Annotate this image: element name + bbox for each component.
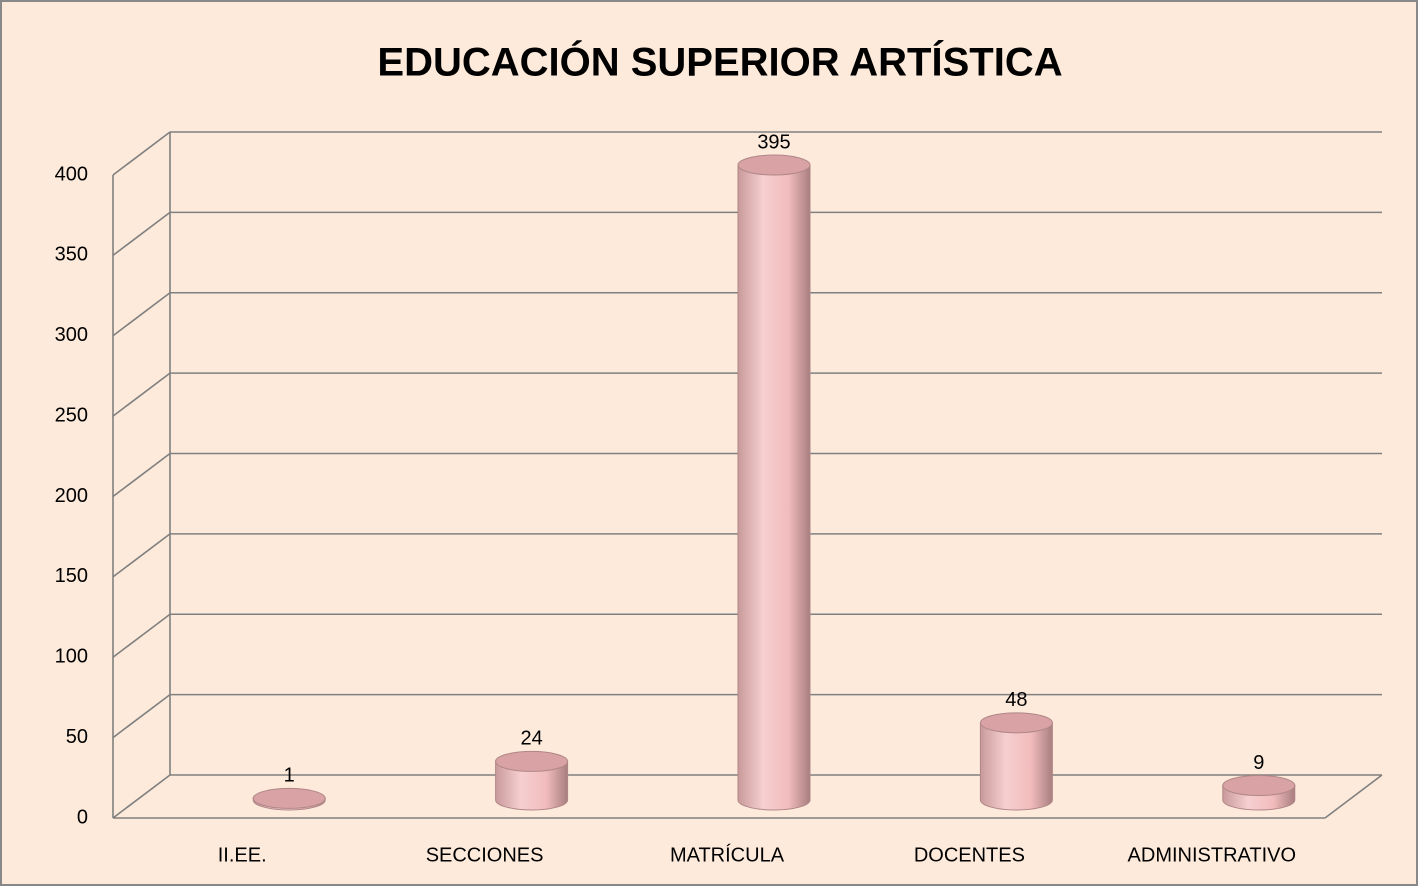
bar [979,712,1053,811]
y-tick-label: 350 [55,244,88,266]
y-tick-label: 250 [55,404,88,426]
grid-line [112,292,171,337]
bar [252,787,326,811]
y-tick-label: 50 [66,726,88,748]
grid-line [112,613,171,658]
value-label: 395 [757,131,790,153]
value-label: 9 [1253,752,1264,774]
grid-line [112,693,171,739]
y-tick-label: 100 [55,646,88,668]
y-tick-label: 300 [55,324,88,346]
floor-line [1324,774,1383,819]
grid-line [112,533,171,578]
x-tick-label: MATRÍCULA [670,843,785,866]
bar [1222,775,1296,811]
x-tick-label: ADMINISTRATIVO [1128,844,1297,866]
bar [495,750,569,811]
value-label: 1 [284,765,295,787]
grid-line [112,372,171,417]
x-tick-label: II.EE. [218,844,267,866]
chart-title: EDUCACIÓN SUPERIOR ARTÍSTICA [377,39,1062,85]
grid-line [112,774,171,819]
x-tick-label: SECCIONES [426,844,544,866]
grid-line [112,452,171,498]
y-tick-label: 200 [55,485,88,507]
y-tick-label: 400 [55,163,88,185]
y-tick-label: 0 [77,806,88,828]
value-label: 48 [1005,689,1027,711]
x-tick-label: DOCENTES [914,844,1025,866]
value-label: 24 [520,728,542,750]
y-tick-label: 150 [55,565,88,587]
grid-line [112,211,171,257]
grid-line [112,131,171,176]
bar [737,154,811,811]
